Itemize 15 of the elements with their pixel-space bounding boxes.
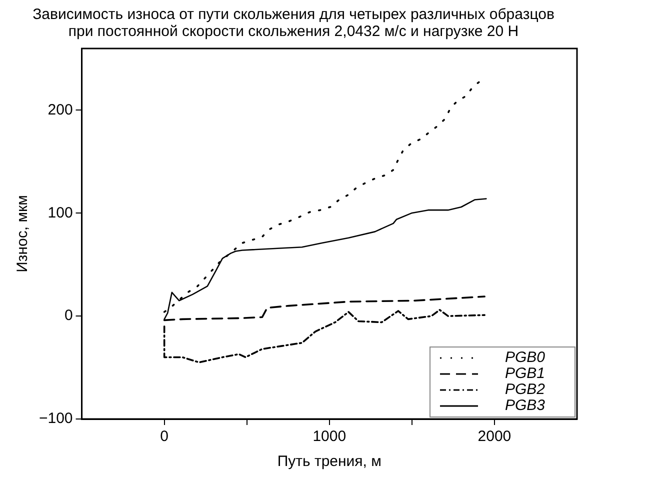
legend-label: PGB3 (505, 397, 546, 414)
y-tick-label: −100 (38, 410, 73, 428)
y-tick-label: 0 (64, 307, 73, 324)
chart-title: Зависимость износа от пути скольжения для четырех различных образцов при постоянной скорости скольжения 2,0432 м/с и нагрузке 20 Н (32, 6, 554, 40)
x-tick-label: 0 (160, 428, 168, 446)
line-series (163, 309, 486, 364)
y-axis-title: Износ, мкм (14, 195, 32, 272)
x-tick-label: 2000 (478, 428, 512, 446)
y-tick-label: 100 (48, 204, 73, 222)
x-axis-title: Путь трения, м (277, 453, 382, 470)
y-tick-label: 200 (48, 101, 73, 118)
legend-label: PGB2 (505, 381, 546, 398)
legend-label: PGB0 (505, 349, 546, 366)
legend-label: PGB1 (505, 365, 546, 382)
x-tick-label: 1000 (312, 428, 346, 446)
